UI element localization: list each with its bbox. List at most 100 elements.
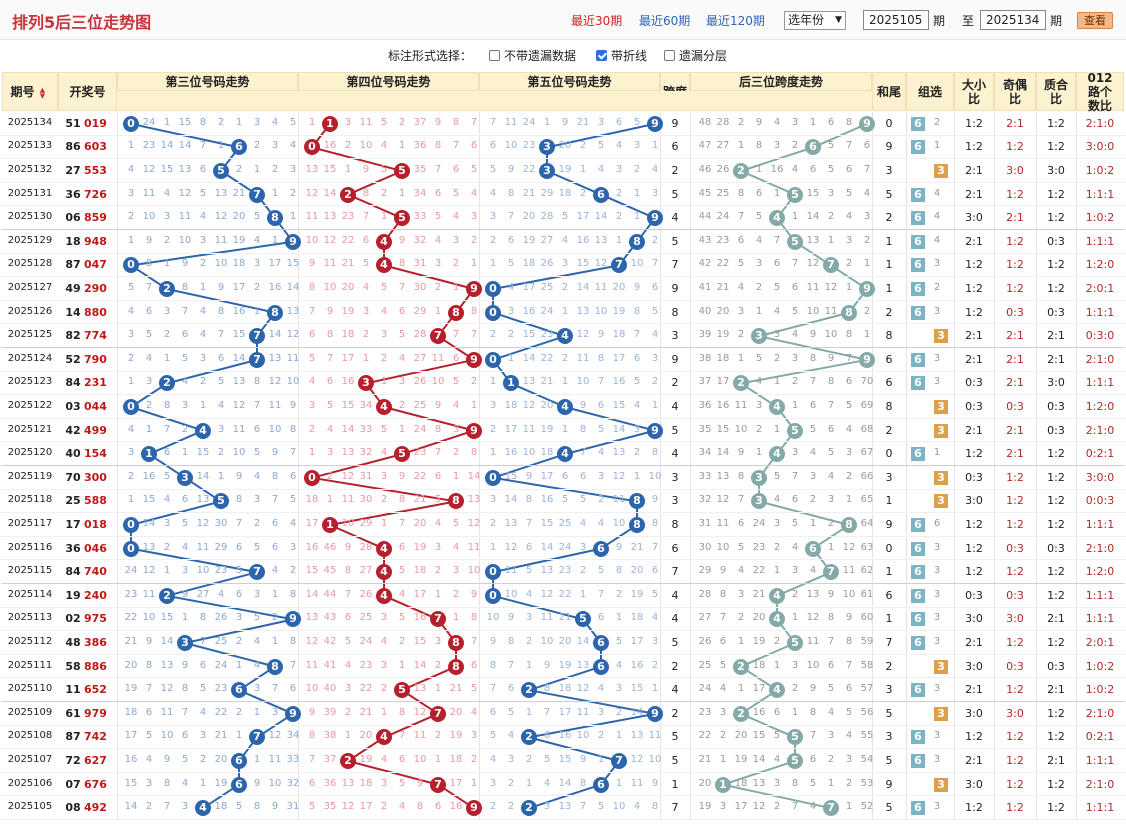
road-ratio: 1:1:1 <box>1085 588 1115 602</box>
span-missing-value: 4 <box>809 447 817 459</box>
sort-icon[interactable]: ▲▼ <box>38 85 47 98</box>
pos3-missing-value: 5 <box>253 612 261 624</box>
span-missing-value: 6 <box>809 399 817 411</box>
odd-ratio: 1:2 <box>1006 234 1024 248</box>
draw-cell-prefix: 82 <box>65 329 81 343</box>
span-missing-value: 6 <box>737 234 745 246</box>
checkbox-checked-icon[interactable] <box>596 50 607 61</box>
group-badge: 3 <box>934 706 948 721</box>
span-missing-value: 61 <box>860 588 874 600</box>
odd-ratio: 2:1 <box>1006 352 1024 366</box>
column-divider <box>906 112 907 820</box>
pos4-missing-value: 15 <box>323 163 337 175</box>
draw-cell-prefix: 18 <box>65 234 81 248</box>
span-missing-value: 25 <box>698 659 712 671</box>
pos3-missing-value: 10 <box>214 258 228 270</box>
pos5-missing-value: 14 <box>504 494 518 506</box>
road-ratio: 2:1:0 <box>1085 352 1115 366</box>
span-missing-value: 6 <box>827 423 835 435</box>
span-missing-value: 45 <box>698 187 712 199</box>
pos4-missing-value: 1 <box>470 777 478 789</box>
pos5-hit-ball: 8 <box>629 233 645 250</box>
pos3-missing-value: 4 <box>271 116 279 128</box>
draw-cell-prefix: 49 <box>65 281 81 295</box>
qi-label-1: 期 <box>933 14 946 28</box>
pos3-missing-value: 6 <box>181 494 189 506</box>
span-missing-value: 4 <box>791 329 799 341</box>
pos4-missing-value: 10 <box>305 234 319 246</box>
draw-cell-prefix: 61 <box>65 706 81 720</box>
span-missing-value: 18 <box>752 659 766 671</box>
group-other-value: 4 <box>933 234 941 246</box>
period-120-link[interactable]: 最近120期 <box>706 14 765 28</box>
pos3-missing-value: 8 <box>289 423 297 435</box>
pos3-trend-segment <box>238 689 294 715</box>
span-missing-value: 1 <box>791 211 799 223</box>
pos5-missing-value: 5 <box>489 730 497 742</box>
pos3-missing-value: 6 <box>271 541 279 553</box>
pos5-missing-value: 1 <box>651 683 659 695</box>
span-value: 9 <box>671 116 679 130</box>
option-no-missing[interactable]: 不带遗漏数据 <box>489 47 576 64</box>
pos4-missing-value: 18 <box>305 494 319 506</box>
pos3-missing-value: 12 <box>286 329 300 341</box>
pos3-missing-value: 3 <box>127 329 135 341</box>
checkbox-icon[interactable] <box>489 50 500 61</box>
span-missing-value: 5 <box>791 517 799 529</box>
span-hit-ball: 9 <box>859 351 875 368</box>
pos5-missing-value: 19 <box>612 305 626 317</box>
period-60-link[interactable]: 最近60期 <box>639 14 691 28</box>
span-value: 4 <box>671 683 679 697</box>
span-missing-value: 6 <box>863 140 871 152</box>
option-layer[interactable]: 遗漏分层 <box>664 47 727 64</box>
header-pos3: 第三位号码走势 <box>117 72 298 91</box>
span-missing-value: 6 <box>809 163 817 175</box>
query-button[interactable]: 查看 <box>1077 12 1113 29</box>
pos5-missing-value: 5 <box>651 305 659 317</box>
pos4-missing-value: 13 <box>341 447 355 459</box>
pos4-missing-value: 14 <box>467 470 481 482</box>
pos4-missing-value: 4 <box>380 635 388 647</box>
pos3-missing-value: 4 <box>145 352 153 364</box>
pos5-missing-value: 8 <box>651 447 659 459</box>
checkbox-icon[interactable] <box>664 50 675 61</box>
pos4-missing-value: 4 <box>380 753 388 765</box>
pos5-missing-value: 13 <box>558 801 572 813</box>
pos5-missing-value: 9 <box>543 659 551 671</box>
pos5-missing-value: 2 <box>507 777 515 789</box>
span-missing-value: 30 <box>698 541 712 553</box>
pos5-missing-value: 8 <box>507 635 515 647</box>
to-issue-input[interactable]: 2025134 <box>980 10 1046 30</box>
span-missing-value: 3 <box>845 234 853 246</box>
pos3-missing-value: 1 <box>217 470 225 482</box>
pos3-missing-value: 4 <box>163 494 171 506</box>
header-issue-label: 期号 <box>10 84 35 99</box>
pos3-missing-value: 15 <box>232 329 246 341</box>
pos5-missing-value: 10 <box>576 730 590 742</box>
year-select[interactable]: 选年份 ▼ <box>784 11 846 30</box>
header-issue[interactable]: 期号 ▲▼ <box>2 72 58 111</box>
road-ratio: 3:0:0 <box>1085 140 1115 154</box>
pos5-hit-ball: 6 <box>593 658 609 675</box>
pos5-missing-value: 12 <box>576 683 590 695</box>
odd-ratio: 0:3 <box>1006 588 1024 602</box>
from-issue-input[interactable]: 2025105 <box>863 10 929 30</box>
span-missing-value: 1 <box>755 447 763 459</box>
year-select-value: 选年份 <box>788 13 825 27</box>
pos3-hit-ball: 2 <box>159 587 175 604</box>
pos5-hit-ball: 3 <box>539 139 555 156</box>
span-missing-value: 38 <box>698 352 712 364</box>
span-hit-ball: 5 <box>787 422 803 439</box>
prime-ratio: 1:2 <box>1047 470 1065 484</box>
pos5-missing-value: 1 <box>489 376 497 388</box>
pos3-missing-value: 4 <box>199 211 207 223</box>
pos3-missing-value: 2 <box>235 635 243 647</box>
pos3-missing-value: 13 <box>268 352 282 364</box>
pos5-missing-value: 15 <box>558 753 572 765</box>
span-missing-value: 41 <box>698 281 712 293</box>
mark-style-label: 标注形式选择： <box>388 49 473 63</box>
period-30-link[interactable]: 最近30期 <box>571 14 623 28</box>
span-missing-value: 8 <box>845 635 853 647</box>
option-line[interactable]: 带折线 <box>596 47 647 64</box>
pos4-missing-value: 7 <box>398 517 406 529</box>
